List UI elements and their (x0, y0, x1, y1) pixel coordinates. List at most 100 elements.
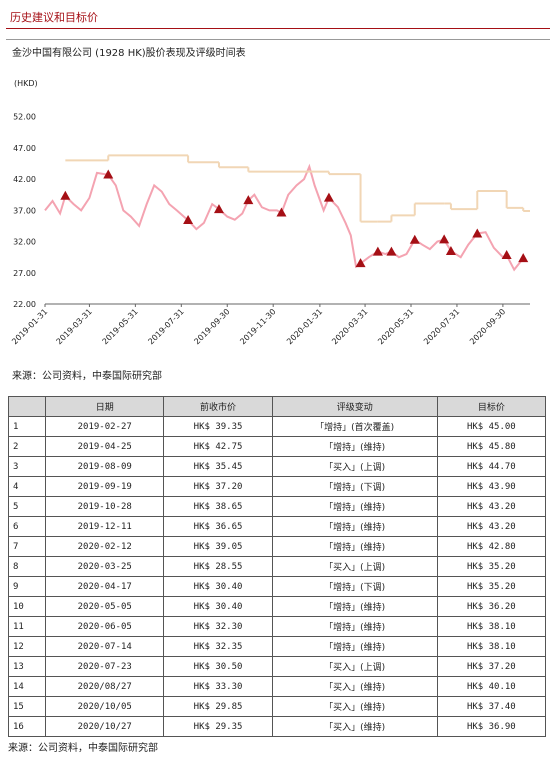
table-cell: HK$ 42.75 (163, 436, 273, 457)
table-cell: 5 (8, 496, 46, 517)
y-tick-label: 42.00 (13, 175, 36, 184)
table-cell: 16 (8, 716, 46, 737)
table-cell: 「增持」(首次覆盖) (271, 416, 438, 437)
table-cell: 2 (8, 436, 46, 457)
header-cell: 评级变动 (271, 396, 438, 417)
rating-marker (409, 234, 420, 244)
y-tick-label: 27.00 (13, 269, 36, 278)
table-cell: 「增持」(维持) (271, 596, 438, 617)
table-cell: HK$ 45.80 (436, 436, 547, 457)
table-cell: 「买入」(维持) (271, 716, 438, 737)
table-cell: HK$ 35.20 (436, 556, 547, 577)
table-cell: 「增持」(下调) (271, 576, 438, 597)
x-tick-label: 2019-11-30 (238, 307, 277, 346)
x-tick-label: 2019-01-31 (10, 307, 49, 346)
table-cell: 2020-07-23 (44, 656, 165, 677)
rating-marker (276, 207, 287, 217)
table-row: 2 2019-04-25 HK$ 42.75 「增持」(维持) HK$ 45.80 (8, 436, 547, 457)
table-cell: 「买入」(上调) (271, 556, 438, 577)
table-cell: 4 (8, 476, 46, 497)
rating-marker (472, 228, 483, 238)
table-cell: 2020-03-25 (44, 556, 165, 577)
rule (6, 39, 550, 40)
table-cell: 3 (8, 456, 46, 477)
rating-marker (439, 234, 450, 244)
table-cell: 「增持」(维持) (271, 536, 438, 557)
table-row: 13 2020-07-23 HK$ 30.50 「买入」(上调) HK$ 37.20 (8, 656, 547, 677)
source: 来源：公司资料，中泰国际研究部 (8, 743, 158, 754)
table-cell: 11 (8, 616, 46, 637)
table-cell: HK$ 36.65 (163, 516, 273, 537)
table-cell: HK$ 43.20 (436, 516, 547, 537)
table-row: 1 2019-02-27 HK$ 39.35 「增持」(首次覆盖) HK$ 45.00 (8, 416, 547, 437)
table-cell: 1 (8, 416, 46, 437)
table-row: 11 2020-06-05 HK$ 32.30 「增持」(维持) HK$ 38.10 (8, 616, 547, 637)
table-cell: HK$ 33.30 (163, 676, 273, 697)
y-tick-label: 32.00 (13, 238, 36, 247)
table-cell: 2020-07-14 (44, 636, 165, 657)
table-cell: 2019-10-28 (44, 496, 165, 517)
table-cell: HK$ 39.05 (163, 536, 273, 557)
table-cell: HK$ 37.20 (436, 656, 547, 677)
table-cell: 7 (8, 536, 46, 557)
rating-marker (103, 169, 114, 179)
table-cell: HK$ 36.90 (436, 716, 547, 737)
table-cell: HK$ 32.35 (163, 636, 273, 657)
table-cell: HK$ 43.20 (436, 496, 547, 517)
x-tick-label: 2020-07-31 (422, 307, 461, 346)
table-cell: 「买入」(维持) (271, 696, 438, 717)
table-cell: HK$ 45.00 (436, 416, 547, 437)
y-tick-label: 52.00 (13, 113, 36, 122)
table-cell: 8 (8, 556, 46, 577)
table-cell: HK$ 38.10 (436, 636, 547, 657)
rating-marker (386, 246, 397, 256)
table-cell: HK$ 30.40 (163, 576, 273, 597)
rating-marker (445, 245, 456, 255)
table-cell: 2019-08-09 (44, 456, 165, 477)
table-cell: 10 (8, 596, 46, 617)
table-row: 12 2020-07-14 HK$ 32.35 「增持」(维持) HK$ 38.10 (8, 636, 547, 657)
x-tick-label: 2020-01-31 (285, 307, 324, 346)
rating-marker (323, 192, 334, 202)
y-tick-label: 22.00 (13, 300, 36, 309)
table-row: 7 2020-02-12 HK$ 39.05 「增持」(维持) HK$ 42.80 (8, 536, 547, 557)
table-cell: HK$ 35.45 (163, 456, 273, 477)
x-tick-label: 2020-09-30 (468, 307, 507, 346)
y-tick-label: 47.00 (13, 144, 36, 153)
table-cell: 「增持」(维持) (271, 516, 438, 537)
table-cell: HK$ 43.90 (436, 476, 547, 497)
table-row: 6 2019-12-11 HK$ 36.65 「增持」(维持) HK$ 43.20 (8, 516, 547, 537)
table-cell: HK$ 37.20 (163, 476, 273, 497)
chart-title: 金沙中国有限公司 (1928 HK)股价表现及评级时间表 (12, 48, 246, 59)
header-cell: 目标价 (436, 396, 547, 417)
table-cell: 2020-02-12 (44, 536, 165, 557)
table-row: 4 2019-09-19 HK$ 37.20 「增持」(下调) HK$ 43.90 (8, 476, 547, 497)
table-cell: HK$ 30.40 (163, 596, 273, 617)
table-cell: 2020-05-05 (44, 596, 165, 617)
table-row: 5 2019-10-28 HK$ 38.65 「增持」(维持) HK$ 43.20 (8, 496, 547, 517)
x-tick-label: 2020-03-31 (330, 307, 369, 346)
table-cell: HK$ 35.20 (436, 576, 547, 597)
source: 来源：公司资料，中泰国际研究部 (12, 371, 162, 382)
table-row: 8 2020-03-25 HK$ 28.55 「买入」(上调) HK$ 35.20 (8, 556, 547, 577)
table-cell: 「增持」(维持) (271, 496, 438, 517)
x-tick-label: 2019-03-31 (55, 307, 94, 346)
table-cell: 「增持」(下调) (271, 476, 438, 497)
table-cell: 2019-12-11 (44, 516, 165, 537)
table-cell: HK$ 38.10 (436, 616, 547, 637)
rating-marker (372, 246, 383, 256)
table-cell: 「买入」(维持) (271, 676, 438, 697)
table-row: 14 2020/08/27 HK$ 33.30 「买入」(维持) HK$ 40.10 (8, 676, 547, 697)
table-cell: HK$ 32.30 (163, 616, 273, 637)
table-cell: 「增持」(维持) (271, 636, 438, 657)
rating-marker (213, 204, 224, 214)
table-cell: 2020/10/05 (44, 696, 165, 717)
table-cell: 2020/08/27 (44, 676, 165, 697)
y-tick-label: 37.00 (13, 206, 36, 215)
table-row: 10 2020-05-05 HK$ 30.40 「增持」(维持) HK$ 36.20 (8, 596, 547, 617)
rating-marker (60, 190, 71, 200)
table-cell: 2020-04-17 (44, 576, 165, 597)
table-cell: HK$ 44.70 (436, 456, 547, 477)
table-cell: 12 (8, 636, 46, 657)
chart: (HKD) 52.00 47.00 42.00 37.00 32.00 27.00 22.0… (10, 79, 530, 346)
